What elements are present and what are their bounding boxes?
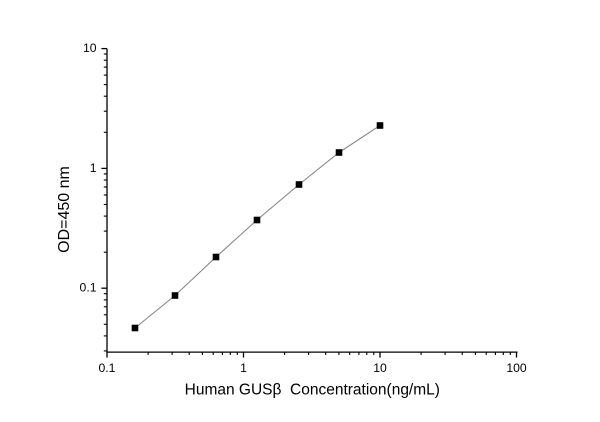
svg-text:1: 1 — [240, 361, 247, 375]
svg-text:0.1: 0.1 — [80, 281, 97, 295]
svg-text:10: 10 — [83, 41, 97, 55]
svg-text:1: 1 — [90, 161, 97, 175]
svg-text:0.1: 0.1 — [99, 361, 116, 375]
svg-text:100: 100 — [506, 361, 527, 375]
svg-text:OD=450 nm: OD=450 nm — [56, 166, 73, 253]
svg-text:Human GUSβ Concentration(ng/m: Human GUSβ Concentration(ng/mL) — [185, 382, 440, 399]
svg-text:10: 10 — [373, 361, 387, 375]
